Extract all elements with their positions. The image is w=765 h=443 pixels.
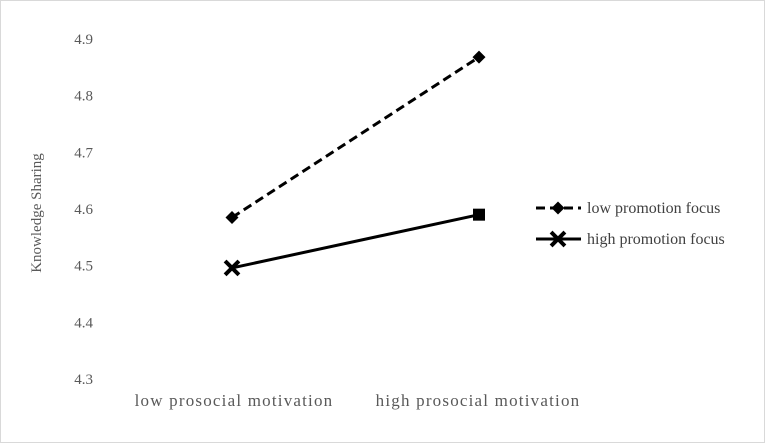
data-point-diamond xyxy=(225,211,239,224)
y-tick-label: 4.3 xyxy=(74,372,93,388)
legend-marker xyxy=(549,230,567,248)
data-point-square xyxy=(473,208,485,221)
y-axis-title: Knowledge Sharing xyxy=(29,153,45,273)
y-axis-ticks: 4.3 4.4 4.5 4.6 4.7 4.8 4.9 xyxy=(74,32,93,388)
series-line xyxy=(231,213,480,270)
series-0 xyxy=(225,50,486,224)
legend: low promotion focus high promotion focus xyxy=(536,200,725,248)
series-layer xyxy=(223,50,486,277)
y-tick-label: 4.4 xyxy=(74,315,93,331)
y-tick-label: 4.7 xyxy=(74,145,93,161)
y-tick-label: 4.9 xyxy=(74,32,93,48)
series-line xyxy=(231,55,480,219)
y-tick-label: 4.6 xyxy=(74,202,93,218)
series-1 xyxy=(223,208,485,277)
legend-marker xyxy=(551,201,565,215)
legend-item: low promotion focus xyxy=(536,200,720,217)
x-category-label: high prosocial motivation xyxy=(376,391,581,410)
legend-item: high promotion focus xyxy=(536,230,725,248)
data-point-diamond xyxy=(472,50,486,64)
legend-label: low promotion focus xyxy=(587,200,720,217)
y-tick-label: 4.5 xyxy=(74,259,93,275)
legend-label: high promotion focus xyxy=(587,231,725,248)
x-axis-categories: low prosocial motivation high prosocial m… xyxy=(135,391,581,410)
y-tick-label: 4.8 xyxy=(74,89,93,105)
x-category-label: low prosocial motivation xyxy=(135,391,334,410)
data-point-x xyxy=(223,259,241,277)
